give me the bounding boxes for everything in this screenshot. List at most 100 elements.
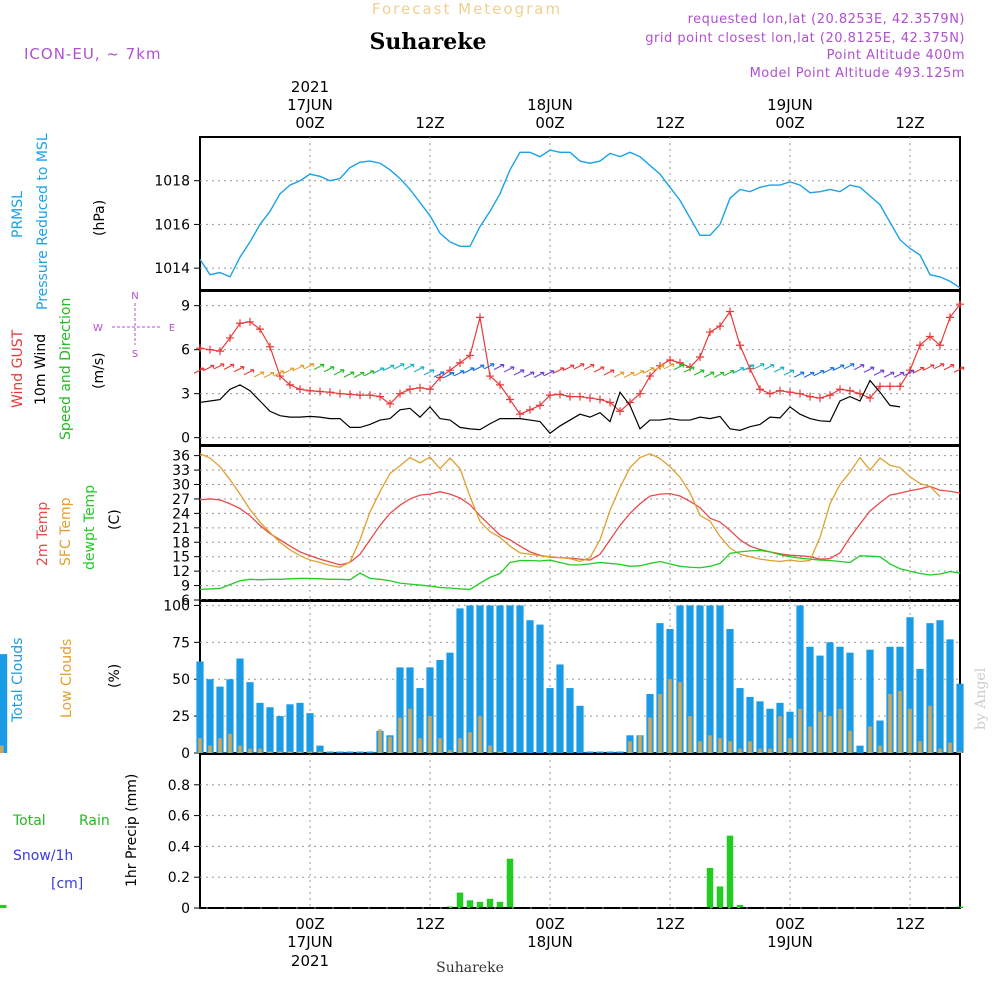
low-clouds-bar — [478, 716, 482, 753]
wind-direction-arrow — [903, 370, 915, 377]
wind-direction-arrow — [193, 367, 205, 374]
wind-direction-arrow — [473, 364, 485, 371]
low-clouds-bar — [758, 748, 762, 753]
bottom-date-label: 18JUN — [527, 933, 573, 951]
wind-direction-arrow — [603, 369, 615, 376]
wind-direction-arrow — [643, 367, 655, 374]
wind-gust-point — [246, 317, 254, 326]
rain-bar — [726, 835, 734, 908]
snow-unit-label: [cm] — [51, 876, 83, 892]
wind-direction-arrow — [593, 366, 605, 373]
cloud-labels: Total Clouds Low Clouds (%) — [10, 638, 123, 723]
prmsl-label: PRMSL — [10, 191, 26, 238]
wind-gust-point — [756, 385, 764, 394]
total-clouds-bar — [796, 605, 804, 753]
temp-sfc-line — [199, 452, 941, 568]
temp-ytick-label: 21 — [172, 521, 190, 537]
total-clouds-bar — [846, 652, 854, 753]
wind-direction-arrow — [233, 366, 245, 373]
precip-ytick-label: 0.6 — [168, 809, 190, 825]
total-clouds-bar — [706, 605, 714, 753]
low-clouds-bar — [278, 751, 282, 753]
total-clouds-bar — [766, 708, 774, 753]
wind-gust-point — [946, 313, 954, 322]
total-clouds-bar — [316, 745, 324, 753]
wind-direction-arrow — [543, 370, 555, 377]
low-clouds-bar — [498, 751, 502, 753]
wind-direction-arrow — [453, 370, 465, 377]
wind-direction-arrow — [443, 371, 455, 378]
top-date-label: 17JUN — [287, 96, 333, 114]
wind-10m-line — [199, 379, 901, 435]
total-clouds-bar — [436, 660, 444, 753]
wind-labels: Wind GUST 10m Wind Speed and Direction (… — [10, 291, 175, 440]
wind-gust-point — [266, 342, 274, 351]
total-clouds-bar — [206, 679, 214, 753]
total-clouds-bar — [656, 623, 664, 753]
low-clouds-bar — [488, 745, 492, 753]
wind-gust-point — [306, 386, 314, 395]
temp-ytick-label: 9 — [181, 579, 190, 595]
total-clouds-bar — [426, 667, 434, 753]
wind-direction-arrow — [763, 364, 775, 371]
wind-direction-arrow — [693, 369, 705, 376]
wind-direction-arrow — [713, 371, 725, 378]
wind-direction-arrow — [523, 371, 535, 378]
clouds-ytick-label: 25 — [172, 709, 190, 725]
top-date-label: 19JUN — [767, 96, 813, 114]
temp-unit-label: (C) — [107, 509, 123, 530]
total-clouds-bar — [416, 688, 424, 753]
wind-gust-point — [416, 383, 424, 392]
temp-ytick-label: 24 — [172, 506, 190, 522]
snow-label: Snow/1h — [13, 848, 73, 864]
low-clouds-bar — [798, 708, 802, 753]
bottom-time-label: 00Z — [535, 915, 564, 933]
wind-direction-arrow — [273, 370, 285, 377]
total-clouds-bar — [556, 664, 564, 753]
wind-direction-arrow — [843, 363, 855, 370]
wind-gust-point — [956, 300, 964, 309]
rain-bar — [956, 906, 964, 908]
wind-unit-label: (m/s) — [91, 352, 107, 389]
wind-direction-arrow — [703, 371, 715, 378]
top-time-label: 00Z — [775, 114, 804, 132]
wind-gust-point — [816, 394, 824, 403]
pressure-ytick-label: 1014 — [154, 261, 190, 277]
wind-gust-point — [206, 345, 214, 354]
rain-bar — [0, 904, 7, 908]
low-clouds-bar — [198, 738, 202, 753]
total-clouds-bar — [486, 605, 494, 753]
low-clouds-bar — [0, 745, 4, 753]
wind-direction-arrow — [733, 367, 745, 374]
wind-gust-point — [696, 353, 704, 361]
wind-direction-arrow — [723, 370, 735, 377]
rain-bar — [506, 858, 514, 908]
wind-gust-point — [716, 322, 724, 331]
wind-direction-arrow — [573, 363, 585, 370]
total-clouds-bar — [286, 704, 294, 753]
total-clouds-bar — [236, 658, 244, 753]
product-title: Forecast Meteogram — [372, 0, 562, 18]
low-clouds-bar — [808, 726, 812, 753]
total-clouds-bar — [196, 661, 204, 753]
low-clouds-bar — [288, 751, 292, 753]
wind-gust-point — [646, 372, 654, 381]
rain-bar — [456, 892, 464, 908]
wind-direction-arrow — [323, 366, 335, 373]
pressure-unit-label: (hPa) — [92, 200, 108, 236]
total-label: Total — [12, 813, 46, 829]
top-time-label: 00Z — [295, 114, 324, 132]
pressure-panel: 1014 1016 1018 — [154, 136, 961, 291]
rain-bar — [716, 886, 724, 908]
wind-direction-arrow — [373, 367, 385, 374]
wind-direction-arrow — [253, 371, 265, 378]
low-clouds-bar — [638, 735, 642, 753]
low-clouds-bar — [748, 741, 752, 753]
wind-gust-point — [926, 332, 934, 341]
low-clouds-bar — [308, 751, 312, 753]
total-clouds-bar — [696, 605, 704, 753]
total-clouds-bar — [296, 702, 304, 753]
wind-direction-arrow — [483, 363, 495, 370]
total-clouds-bar — [266, 707, 274, 753]
